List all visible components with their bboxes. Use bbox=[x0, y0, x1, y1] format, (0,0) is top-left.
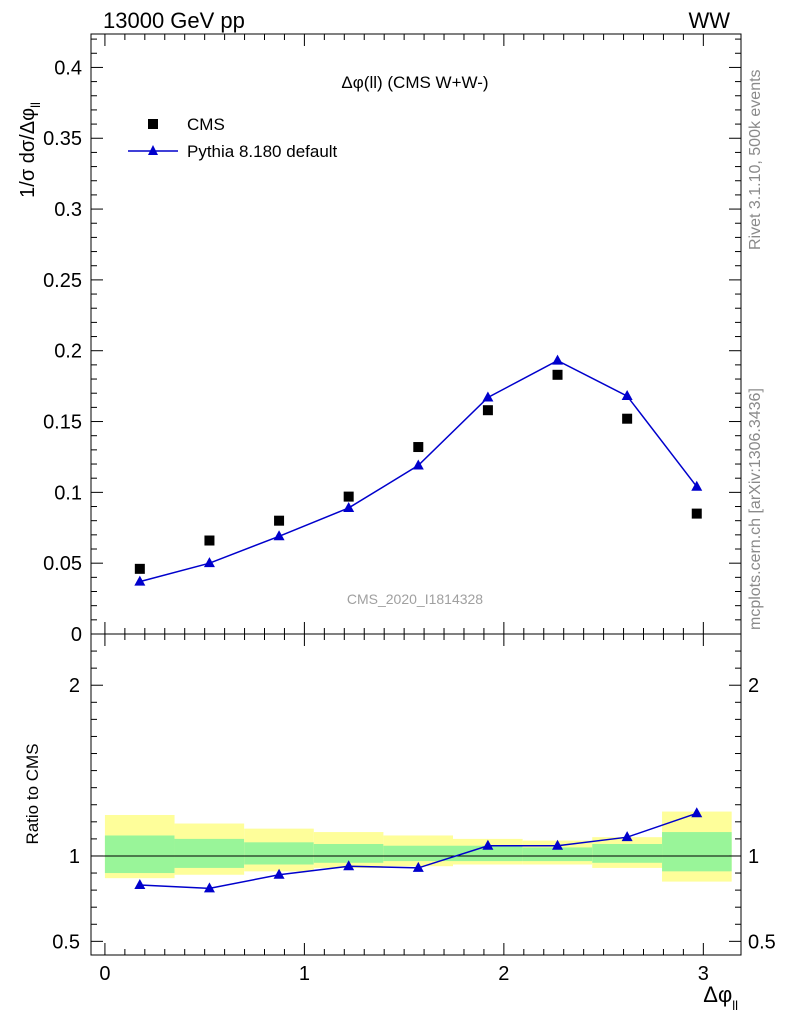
data-point bbox=[413, 442, 424, 453]
ratio-point bbox=[273, 868, 285, 879]
data-point bbox=[274, 515, 285, 526]
x-axis-title-sub: ll bbox=[732, 998, 738, 1013]
ratio-band-green bbox=[662, 832, 732, 872]
ratio-point bbox=[134, 878, 146, 889]
y-tick-label: 0.05 bbox=[43, 553, 82, 575]
ratio-y-tick-label: 1 bbox=[69, 846, 80, 868]
data-point bbox=[204, 535, 215, 546]
main-y-ticks: 0 0.05 0.1 0.15 0.2 0.25 0.3 0.35 0.4 bbox=[43, 38, 741, 646]
y-tick-label: 0.2 bbox=[54, 341, 82, 363]
analysis-id: CMS_2020_I1814328 bbox=[347, 591, 483, 607]
data-point bbox=[134, 563, 145, 574]
y-tick-label: 0 bbox=[71, 624, 82, 646]
main-x-ticks bbox=[104, 34, 704, 634]
data-points bbox=[134, 369, 702, 574]
main-panel: 0 0.05 0.1 0.15 0.2 0.25 0.3 0.35 0.4 Δφ(ll) (CM… bbox=[43, 33, 742, 646]
legend-cms-marker bbox=[148, 119, 158, 129]
ratio-band-green bbox=[174, 838, 245, 868]
ratio-y-ticks: 0.5 0.5 1 1 2 2 bbox=[52, 650, 776, 953]
x-tick-label: 2 bbox=[498, 963, 509, 985]
x-tick-label: 0 bbox=[99, 963, 110, 985]
data-point bbox=[622, 413, 633, 424]
ratio-frame bbox=[90, 633, 742, 956]
x-axis-title: Δφll bbox=[703, 982, 738, 1013]
side-label-bottom: mcplots.cern.ch [arXiv:1306.3436] bbox=[747, 388, 764, 630]
header-left: 13000 GeV pp bbox=[103, 8, 245, 33]
ratio-band-green bbox=[244, 842, 314, 865]
ratio-y-axis-title: Ratio to CMS bbox=[23, 743, 42, 844]
y-tick-label: 0.1 bbox=[54, 482, 82, 504]
data-point bbox=[552, 369, 563, 380]
ratio-point bbox=[482, 839, 494, 850]
ratio-point bbox=[343, 860, 355, 871]
mc-line-group bbox=[134, 354, 703, 586]
mc-point bbox=[482, 391, 494, 402]
mc-point bbox=[691, 480, 703, 491]
data-point bbox=[343, 491, 354, 502]
x-tick-label: 1 bbox=[299, 963, 310, 985]
y-axis-title-sub: ll bbox=[28, 102, 43, 108]
ratio-y-tick-label-right: 0.5 bbox=[748, 931, 776, 953]
mc-point bbox=[343, 501, 355, 512]
y-tick-label: 0.4 bbox=[54, 57, 82, 79]
legend-pythia-label: Pythia 8.180 default bbox=[187, 142, 338, 161]
mc-point bbox=[412, 459, 424, 470]
header-right: WW bbox=[688, 8, 730, 33]
mc-point bbox=[552, 354, 564, 365]
ratio-y-tick-label-right: 2 bbox=[748, 675, 759, 697]
mc-series-line bbox=[139, 359, 698, 583]
y-tick-label: 0.3 bbox=[54, 199, 82, 221]
plot-title: Δφ(ll) (CMS W+W-) bbox=[341, 73, 488, 92]
ratio-y-tick-label: 0.5 bbox=[52, 931, 80, 953]
ratio-point bbox=[621, 831, 633, 842]
y-tick-label: 0.25 bbox=[43, 270, 82, 292]
y-tick-label: 0.15 bbox=[43, 412, 82, 434]
mc-point bbox=[621, 390, 633, 401]
ratio-line-group bbox=[134, 807, 703, 893]
y-axis-title-main: 1/σ dσ/Δφ bbox=[17, 108, 39, 198]
side-label-top: Rivet 3.1.10, 500k events bbox=[747, 69, 764, 250]
ratio-band-green bbox=[592, 844, 663, 863]
ratio-band-green bbox=[383, 845, 454, 862]
ratio-point bbox=[412, 861, 424, 872]
y-tick-label: 0.35 bbox=[43, 128, 82, 150]
ratio-point bbox=[203, 882, 215, 893]
legend-cms-label: CMS bbox=[187, 115, 225, 134]
mc-point bbox=[134, 575, 146, 586]
ratio-point bbox=[691, 807, 703, 818]
mc-point bbox=[273, 530, 285, 541]
ratio-x-ticks: 0 1 2 3 bbox=[99, 634, 709, 985]
y-axis-title-text: 1/σ dσ/Δφll bbox=[17, 102, 43, 198]
legend: CMS Pythia 8.180 default bbox=[128, 115, 338, 161]
ratio-y-tick-label: 2 bbox=[69, 675, 80, 697]
ratio-band-green bbox=[453, 845, 523, 862]
x-tick-label: 3 bbox=[698, 963, 709, 985]
ratio-y-tick-label-right: 1 bbox=[748, 846, 759, 868]
legend-pythia-marker bbox=[148, 145, 158, 155]
y-axis-title: 1/σ dσ/Δφll bbox=[17, 102, 43, 198]
ratio-bands bbox=[104, 811, 732, 882]
mc-point bbox=[203, 557, 215, 568]
data-point bbox=[482, 405, 493, 416]
ratio-band-green bbox=[522, 847, 593, 862]
data-point bbox=[691, 508, 702, 519]
x-axis-title-main: Δφ bbox=[703, 982, 732, 1007]
ratio-panel: 0 1 2 3 0.5 0.5 1 1 2 2 bbox=[52, 633, 776, 985]
ratio-band-green bbox=[104, 835, 175, 874]
ratio-point bbox=[552, 839, 564, 850]
ratio-band-green bbox=[313, 844, 384, 863]
